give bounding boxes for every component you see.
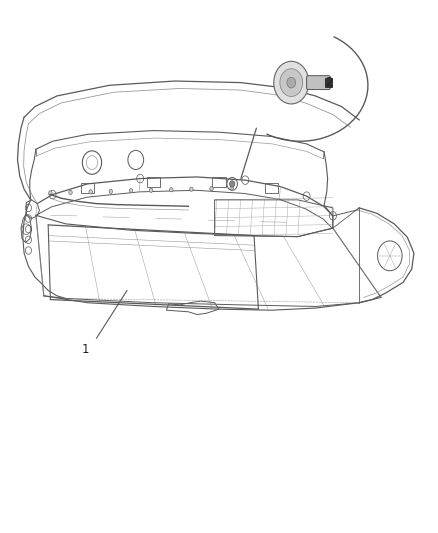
- FancyBboxPatch shape: [307, 76, 330, 90]
- Circle shape: [230, 186, 233, 190]
- Bar: [81, 183, 94, 193]
- Bar: [325, 78, 332, 87]
- Bar: [265, 183, 278, 193]
- Text: 2: 2: [325, 76, 332, 89]
- Circle shape: [49, 191, 52, 195]
- Circle shape: [149, 188, 153, 192]
- Circle shape: [89, 190, 92, 194]
- Circle shape: [230, 181, 235, 187]
- Circle shape: [170, 188, 173, 192]
- Circle shape: [109, 189, 113, 193]
- Circle shape: [280, 69, 303, 96]
- Circle shape: [69, 190, 72, 195]
- Circle shape: [210, 187, 213, 191]
- Bar: [147, 177, 160, 187]
- Circle shape: [287, 77, 296, 88]
- Circle shape: [129, 189, 133, 193]
- Text: 1: 1: [81, 343, 89, 356]
- Circle shape: [274, 61, 309, 104]
- Circle shape: [190, 187, 193, 191]
- Bar: [212, 177, 226, 187]
